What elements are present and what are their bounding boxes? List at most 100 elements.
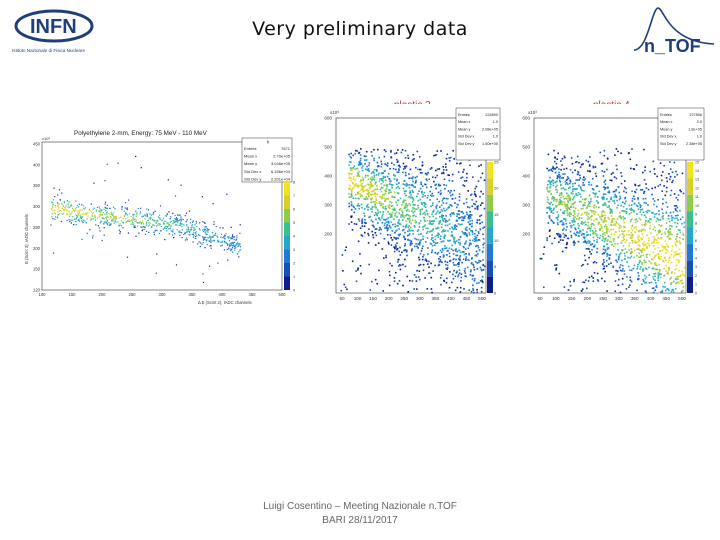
scatter-point	[100, 210, 102, 212]
heatmap-cell	[411, 280, 414, 282]
heatmap-cell	[668, 233, 670, 236]
scatter-point	[194, 232, 196, 234]
heatmap-cell	[431, 291, 433, 294]
heatmap-cell	[428, 272, 430, 274]
heatmap-cell	[680, 252, 683, 254]
heatmap-cell	[587, 224, 589, 227]
heatmap-cell	[549, 217, 551, 219]
scatter-point	[123, 210, 125, 212]
scatter-point	[204, 222, 206, 224]
heatmap-cell	[415, 280, 418, 282]
heatmap-cell	[457, 274, 460, 276]
heatmap-cell	[622, 205, 625, 208]
heatmap-cell	[426, 197, 429, 199]
color-scale-band	[687, 243, 693, 261]
scatter-point	[104, 217, 106, 219]
heatmap-cell	[364, 231, 366, 234]
scatter-point	[92, 215, 94, 217]
heatmap-cell	[408, 177, 410, 180]
heatmap-cell	[448, 255, 451, 258]
heatmap-cell	[396, 161, 399, 163]
heatmap-cell	[549, 181, 551, 184]
scatter-point	[57, 205, 59, 208]
heatmap-cell	[394, 223, 396, 225]
heatmap-cell	[675, 253, 677, 255]
heatmap-cell	[374, 244, 377, 246]
heatmap-cell	[644, 166, 646, 168]
heatmap-cell	[643, 190, 646, 193]
heatmap-cell	[442, 171, 445, 174]
scatter-point	[158, 223, 161, 225]
heatmap-cell	[548, 215, 551, 217]
heatmap-cell	[559, 236, 562, 239]
heatmap-cell	[408, 217, 411, 220]
tick-label: 50	[537, 296, 543, 301]
heatmap-cell	[665, 252, 667, 254]
heatmap-cell	[373, 172, 375, 174]
scatter-point	[136, 212, 138, 214]
heatmap-cell	[434, 251, 437, 254]
scatter-point	[210, 245, 212, 247]
heatmap-cell	[381, 179, 384, 182]
scatter-point	[104, 203, 106, 205]
scatter-point	[184, 239, 187, 241]
scatter-point	[202, 273, 204, 275]
scatter-point	[230, 226, 232, 228]
heatmap-cell	[577, 223, 580, 225]
heatmap-cell	[451, 227, 454, 230]
heatmap-cell	[556, 177, 559, 180]
heatmap-cell	[601, 227, 603, 229]
heatmap-cell	[638, 217, 641, 220]
heatmap-cell	[606, 232, 609, 235]
heatmap-cell	[606, 230, 608, 233]
heatmap-cell	[593, 212, 595, 215]
scatter-point	[132, 224, 134, 226]
heatmap-cell	[418, 256, 420, 259]
stats-value: 1.8e+05	[688, 127, 702, 131]
heatmap-cell	[389, 207, 391, 209]
heatmap-cell	[625, 200, 627, 203]
polyethylene-scatter-plot: Polyethylene 2-mm, Energy: 75 MeV - 110 …	[22, 124, 308, 308]
heatmap-cell	[389, 216, 392, 218]
heatmap-cell	[594, 232, 597, 235]
heatmap-cell	[614, 290, 616, 292]
tick-label: 400	[522, 174, 530, 179]
heatmap-cell	[470, 262, 473, 265]
scatter-point	[230, 242, 232, 244]
scatter-point	[110, 211, 112, 213]
scatter-point	[52, 210, 54, 212]
heatmap-cell	[656, 264, 658, 267]
heatmap-cell	[582, 241, 585, 243]
heatmap-cell	[631, 197, 634, 200]
heatmap-cell	[448, 219, 451, 221]
heatmap-cell	[416, 245, 418, 248]
heatmap-cell	[597, 201, 599, 204]
heatmap-cell	[392, 209, 395, 211]
heatmap-cell	[374, 205, 376, 208]
scatter-point	[114, 216, 116, 218]
heatmap-cell	[674, 241, 676, 244]
scatter-point	[114, 217, 116, 219]
scatter-point	[230, 245, 232, 247]
heatmap-cell	[387, 172, 390, 175]
heatmap-cell	[589, 202, 591, 204]
heatmap-cell	[609, 210, 612, 213]
scatter-point	[99, 216, 101, 218]
heatmap-cell	[478, 232, 480, 235]
heatmap-cell	[645, 223, 647, 225]
color-scale-band	[284, 182, 290, 196]
scatter-point	[192, 221, 194, 223]
scatter-point	[159, 223, 161, 225]
heatmap-cell	[416, 230, 419, 232]
heatmap-cell	[473, 238, 476, 240]
heatmap-cell	[382, 194, 384, 196]
scatter-point	[85, 222, 87, 224]
heatmap-cell	[582, 236, 585, 239]
stats-label: Mean y	[458, 127, 471, 131]
scatter-point	[175, 221, 177, 223]
ntof-logo: n_TOF	[633, 7, 715, 56]
heatmap-cell	[456, 270, 458, 273]
heatmap-cell	[588, 248, 590, 250]
heatmap-cell	[343, 283, 346, 286]
heatmap-cell	[375, 211, 377, 214]
